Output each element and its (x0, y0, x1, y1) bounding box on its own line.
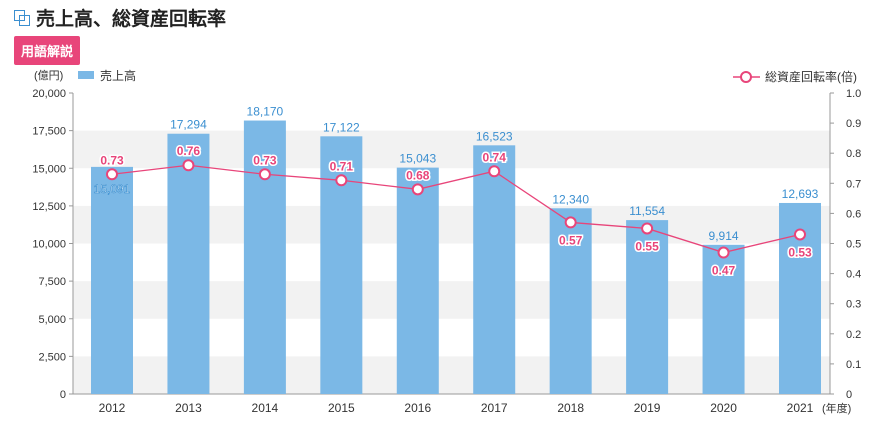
left-tick-label: 12,500 (32, 201, 66, 213)
x-tick-label: 2021 (787, 401, 814, 415)
right-tick-label: 0.5 (846, 239, 861, 251)
bar (396, 167, 439, 394)
x-tick-label: 2012 (99, 401, 126, 415)
rate-point (182, 159, 195, 172)
glossary-button[interactable]: 用語解説 (14, 36, 81, 65)
left-tick-label: 10,000 (32, 239, 66, 251)
legend-line-marker (740, 71, 752, 83)
rate-value-label: 0.53 (788, 245, 812, 259)
rate-point (564, 216, 577, 229)
rate-value-label: 0.57 (559, 233, 583, 247)
bar-value-label: 11,554 (629, 204, 665, 218)
bar (549, 208, 592, 394)
right-tick-label: 0.8 (846, 148, 861, 160)
rate-point (258, 168, 271, 181)
right-tick-label: 0.9 (846, 118, 861, 130)
rate-line (111, 164, 801, 254)
x-tick-label: 2013 (175, 401, 202, 415)
x-tick-label: 2018 (557, 401, 584, 415)
right-tick-label: 0.3 (846, 299, 861, 311)
right-tick-label: 0.2 (846, 329, 861, 341)
rate-point (794, 228, 806, 241)
bar-value-label: 17,294 (170, 118, 207, 132)
bar (473, 145, 516, 394)
left-tick-label: 7,500 (38, 276, 66, 288)
right-tick-label: 0.7 (846, 178, 861, 190)
page-title: 売上高、総資産回転率 (14, 4, 226, 31)
rate-value-label: 0.76 (177, 144, 201, 158)
rate-value-label: 0.73 (100, 153, 124, 167)
bar-value-label: 16,523 (476, 129, 513, 143)
bar (702, 244, 745, 394)
bar (243, 120, 286, 394)
left-tick-label: 17,500 (32, 126, 66, 138)
x-tick-label: 2017 (481, 401, 508, 415)
left-tick-label: 5,000 (38, 314, 66, 326)
rate-point (717, 246, 730, 259)
title-text: 売上高、総資産回転率 (36, 9, 227, 30)
bar-value-label: 12,340 (552, 192, 589, 206)
left-tick-label: 20,000 (32, 88, 66, 100)
x-tick-label: 2016 (404, 401, 431, 415)
rate-value-label: 0.71 (330, 159, 354, 173)
bar-value-label: 17,122 (323, 120, 360, 134)
right-tick-label: 1.0 (846, 88, 861, 100)
x-tick-label: 2014 (252, 401, 279, 415)
x-tick-label: 2015 (328, 401, 355, 415)
rate-value-label: 0.74 (483, 150, 507, 164)
left-tick-label: 15,000 (32, 163, 66, 175)
bar-value-label: 18,170 (247, 105, 284, 119)
rate-value-label: 0.55 (635, 239, 659, 253)
bar-value-label: 9,914 (709, 229, 739, 243)
x-tick-label: 2020 (710, 401, 737, 415)
section-icon (14, 9, 30, 26)
left-tick-label: 0 (60, 389, 66, 401)
rate-point (488, 165, 501, 178)
legend-bar-swatch (78, 71, 94, 79)
rate-point (641, 222, 654, 235)
bar-value-label: 15,043 (399, 152, 436, 166)
right-tick-label: 0 (846, 389, 852, 401)
legend-line-label: 総資産回転率(倍) (765, 69, 857, 84)
bar-value-label: 15,091 (94, 182, 131, 196)
left-tick-label: 2,500 (38, 351, 66, 363)
rate-point (106, 168, 118, 181)
left-axis-unit: (億円) (34, 69, 63, 82)
rate-value-label: 0.68 (406, 168, 430, 182)
right-tick-label: 0.4 (846, 269, 861, 281)
right-tick-label: 0.1 (846, 359, 861, 371)
rate-point (411, 183, 424, 196)
rate-point (335, 174, 348, 187)
x-axis-unit: (年度) (822, 401, 851, 415)
bar-value-label: 12,693 (782, 187, 819, 201)
bar (626, 220, 669, 394)
bar (91, 166, 133, 394)
right-tick-label: 0.6 (846, 208, 861, 220)
bar (167, 133, 210, 395)
rate-value-label: 0.73 (253, 153, 277, 167)
rate-value-label: 0.47 (712, 264, 736, 278)
legend-bar-label: 売上高 (100, 68, 136, 83)
x-tick-label: 2019 (634, 401, 661, 415)
